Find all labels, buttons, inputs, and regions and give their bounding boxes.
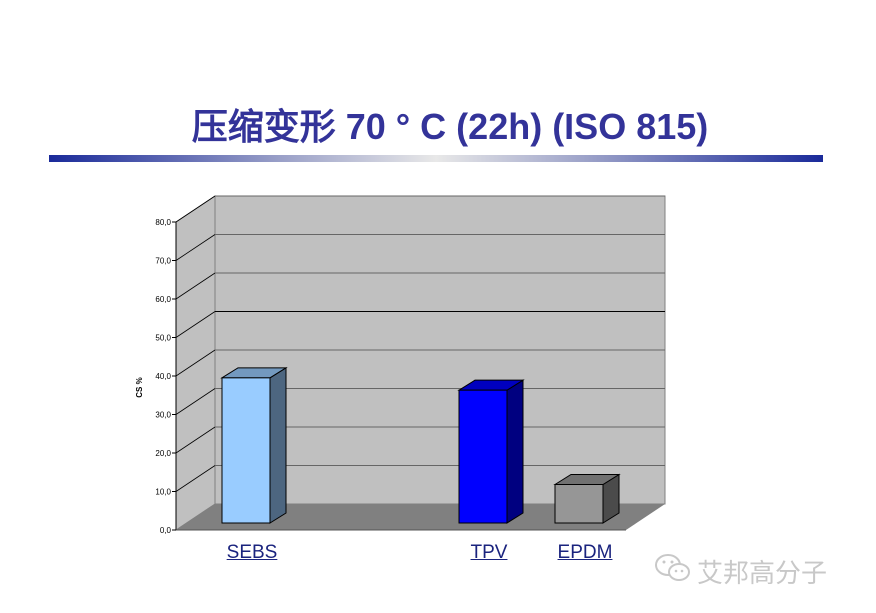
title-divider — [49, 155, 823, 162]
y-tick-label: 10,0 — [155, 488, 171, 497]
x-category-label-sebs: SEBS — [226, 542, 278, 563]
gridline-side — [175, 234, 216, 261]
gridline-side — [175, 349, 216, 377]
y-tick-label: 0,0 — [160, 526, 172, 535]
bar-tpv — [458, 389, 508, 524]
bar-epdm — [554, 484, 604, 524]
gridline-side — [175, 426, 216, 454]
bar-side-tpv — [506, 379, 524, 524]
bar-side-sebs — [269, 366, 287, 524]
gridline-side — [175, 465, 216, 492]
x-category-label-tpv: TPV — [470, 542, 508, 563]
slide-title: 压缩变形 70 ° C (22h) (ISO 815) — [191, 106, 709, 147]
y-tick-label: 50,0 — [155, 334, 171, 343]
gridline-side — [175, 388, 216, 415]
y-tick-label: 80,0 — [155, 218, 171, 227]
bar-sebs — [221, 377, 271, 524]
y-tick-label: 70,0 — [155, 257, 171, 266]
x-category-label-epdm: EPDM — [557, 542, 613, 563]
wechat-icon — [655, 553, 691, 590]
floor — [176, 504, 665, 530]
gridline-side — [175, 311, 216, 338]
y-axis-label: CS % — [135, 377, 144, 397]
y-tick-label: 60,0 — [155, 295, 171, 304]
gridline-side — [175, 272, 216, 300]
watermark: 艾邦高分子 — [655, 553, 827, 590]
watermark-text: 艾邦高分子 — [697, 558, 828, 588]
gridline-side — [175, 195, 216, 223]
y-tick-label: 40,0 — [155, 372, 171, 381]
y-tick-label: 30,0 — [155, 411, 171, 420]
y-tick-label: 20,0 — [155, 449, 171, 458]
